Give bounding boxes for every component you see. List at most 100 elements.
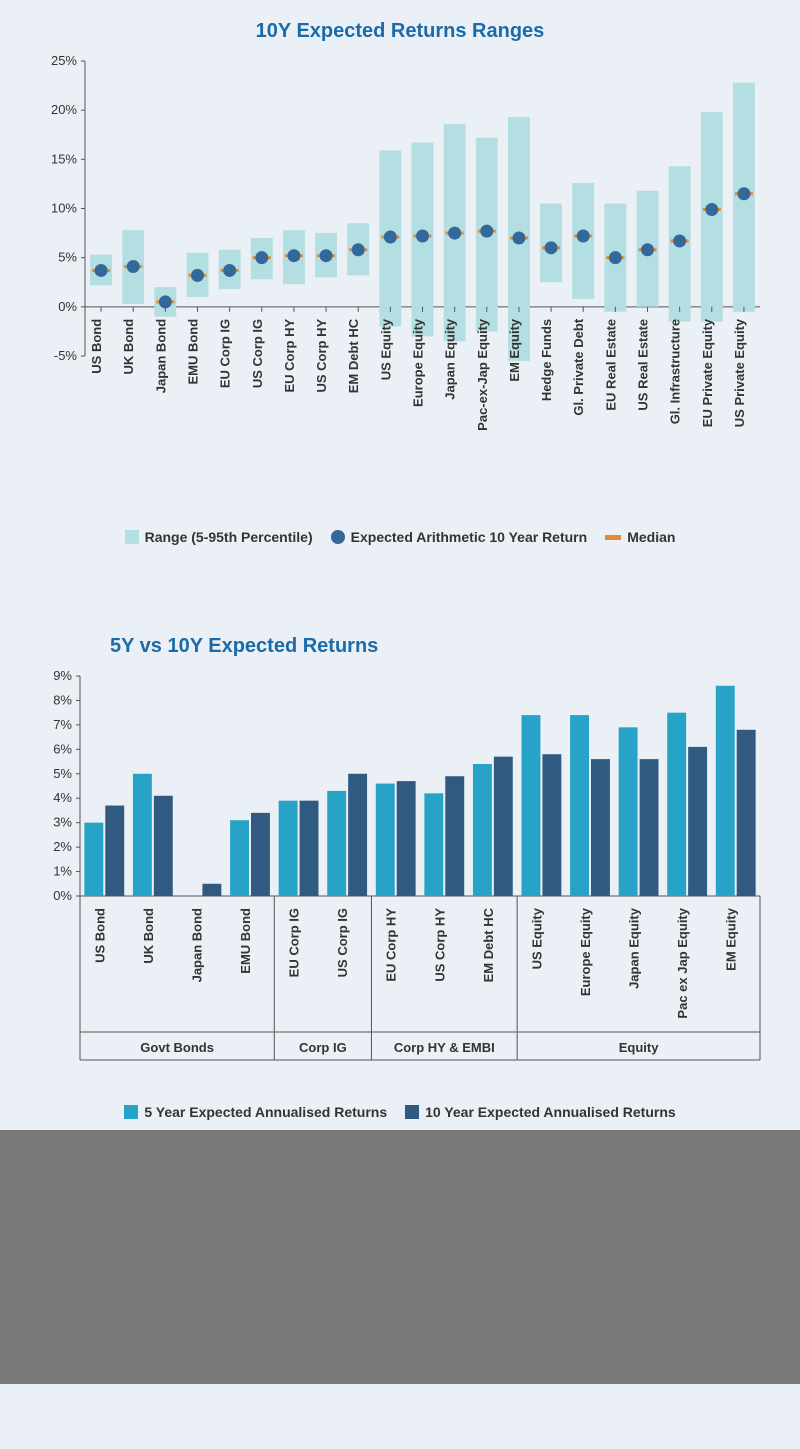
svg-text:5%: 5% <box>58 250 77 265</box>
expected-dot <box>673 234 686 247</box>
expected-dot <box>705 203 718 216</box>
legend-swatch <box>125 530 139 544</box>
legend-label: Median <box>627 529 675 545</box>
bar-10y <box>397 781 416 896</box>
group-label: Equity <box>619 1040 659 1055</box>
x-label: EU Corp IG <box>287 908 302 977</box>
legend-item: Median <box>605 529 675 545</box>
legend-swatch <box>605 535 621 540</box>
bar-5y <box>279 801 298 896</box>
x-label: EU Corp IG <box>218 319 233 388</box>
bar-10y <box>300 801 319 896</box>
bar-5y <box>327 791 346 896</box>
bar-5y <box>376 784 395 896</box>
svg-text:5%: 5% <box>53 766 72 781</box>
bar-5y <box>230 820 249 896</box>
svg-text:2%: 2% <box>53 839 72 854</box>
bar-5y <box>473 764 492 896</box>
legend-label: Range (5-95th Percentile) <box>145 529 313 545</box>
chart1-title: 10Y Expected Returns Ranges <box>30 20 770 43</box>
bar-10y <box>348 774 367 896</box>
svg-text:20%: 20% <box>51 102 77 117</box>
x-label: EM Equity <box>507 318 522 382</box>
expected-dot <box>320 249 333 262</box>
x-label: EM Debt HC <box>481 907 496 982</box>
svg-text:9%: 9% <box>53 668 72 683</box>
svg-text:6%: 6% <box>53 741 72 756</box>
svg-text:0%: 0% <box>53 888 72 903</box>
svg-text:1%: 1% <box>53 864 72 879</box>
chart2-legend: 5 Year Expected Annualised Returns 10 Yea… <box>30 1104 770 1120</box>
bar-5y <box>570 715 589 896</box>
legend-swatch <box>331 530 345 544</box>
bar-10y <box>251 813 270 896</box>
spacer <box>0 555 800 615</box>
x-label: Gl. Infrastructure <box>668 319 683 424</box>
expected-dot <box>480 225 493 238</box>
legend-item: 5 Year Expected Annualised Returns <box>124 1104 387 1120</box>
svg-text:10%: 10% <box>51 201 77 216</box>
range-bar <box>701 112 723 321</box>
expected-dot <box>223 264 236 277</box>
bar-10y <box>445 776 464 896</box>
expected-dot <box>737 187 750 200</box>
expected-dot <box>609 251 622 264</box>
bar-10y <box>154 796 173 896</box>
x-label: EU Corp HY <box>282 319 297 393</box>
svg-text:0%: 0% <box>58 299 77 314</box>
x-label: Japan Equity <box>627 907 642 989</box>
expected-dot <box>512 232 525 245</box>
legend-swatch <box>405 1105 419 1119</box>
legend-label: 10 Year Expected Annualised Returns <box>425 1104 676 1120</box>
x-label: Japan Equity <box>443 318 458 400</box>
x-label: US Corp HY <box>432 908 447 982</box>
bar-10y <box>640 759 659 896</box>
x-label: Japan Bond <box>153 319 168 393</box>
expected-dot <box>352 243 365 256</box>
bar-5y <box>424 793 443 896</box>
x-label: Europe Equity <box>411 318 426 407</box>
x-label: UK Bond <box>121 319 136 375</box>
expected-dot <box>416 230 429 243</box>
x-label: Europe Equity <box>578 907 593 996</box>
x-label: US Equity <box>529 907 544 969</box>
x-label: US Corp IG <box>335 908 350 977</box>
legend-item: Expected Arithmetic 10 Year Return <box>331 529 588 545</box>
expected-dot <box>191 269 204 282</box>
page: 10Y Expected Returns Ranges -5%0%5%10%15… <box>0 0 800 1384</box>
expected-dot <box>545 241 558 254</box>
x-label: US Corp IG <box>250 319 265 388</box>
group-label: Corp HY & EMBI <box>394 1040 495 1055</box>
chart-5v10: 5Y vs 10Y Expected Returns 0%1%2%3%4%5%6… <box>0 615 800 1130</box>
expected-dot <box>255 251 268 264</box>
expected-dot <box>287 249 300 262</box>
x-label: UK Bond <box>141 908 156 964</box>
x-label: Pac ex Jap Equity <box>675 907 690 1018</box>
bar-10y <box>202 884 221 896</box>
chart1-plot: -5%0%5%10%15%20%25%US BondUK BondJapan B… <box>30 51 770 511</box>
expected-dot <box>448 227 461 240</box>
bar-5y <box>716 686 735 896</box>
svg-text:3%: 3% <box>53 815 72 830</box>
x-label: US Bond <box>92 908 107 963</box>
expected-dot <box>577 230 590 243</box>
svg-text:7%: 7% <box>53 717 72 732</box>
legend-item: 10 Year Expected Annualised Returns <box>405 1104 676 1120</box>
chart-10y-ranges: 10Y Expected Returns Ranges -5%0%5%10%15… <box>0 0 800 555</box>
chart1-svg: -5%0%5%10%15%20%25%US BondUK BondJapan B… <box>30 51 770 511</box>
chart2-plot: 0%1%2%3%4%5%6%7%8%9%US BondUK BondJapan … <box>30 666 770 1086</box>
bar-5y <box>84 823 103 896</box>
bar-5y <box>133 774 152 896</box>
legend-item: Range (5-95th Percentile) <box>125 529 313 545</box>
x-label: EU Corp HY <box>384 908 399 982</box>
x-label: US Corp HY <box>314 319 329 393</box>
expected-dot <box>384 231 397 244</box>
x-label: Gl. Private Debt <box>571 318 586 415</box>
x-label: Pac-ex-Jap Equity <box>475 318 490 431</box>
bar-10y <box>105 806 124 896</box>
x-label: US Real Estate <box>636 319 651 411</box>
legend-label: 5 Year Expected Annualised Returns <box>144 1104 387 1120</box>
x-label: US Bond <box>89 319 104 374</box>
svg-text:25%: 25% <box>51 53 77 68</box>
footer-band <box>0 1130 800 1384</box>
